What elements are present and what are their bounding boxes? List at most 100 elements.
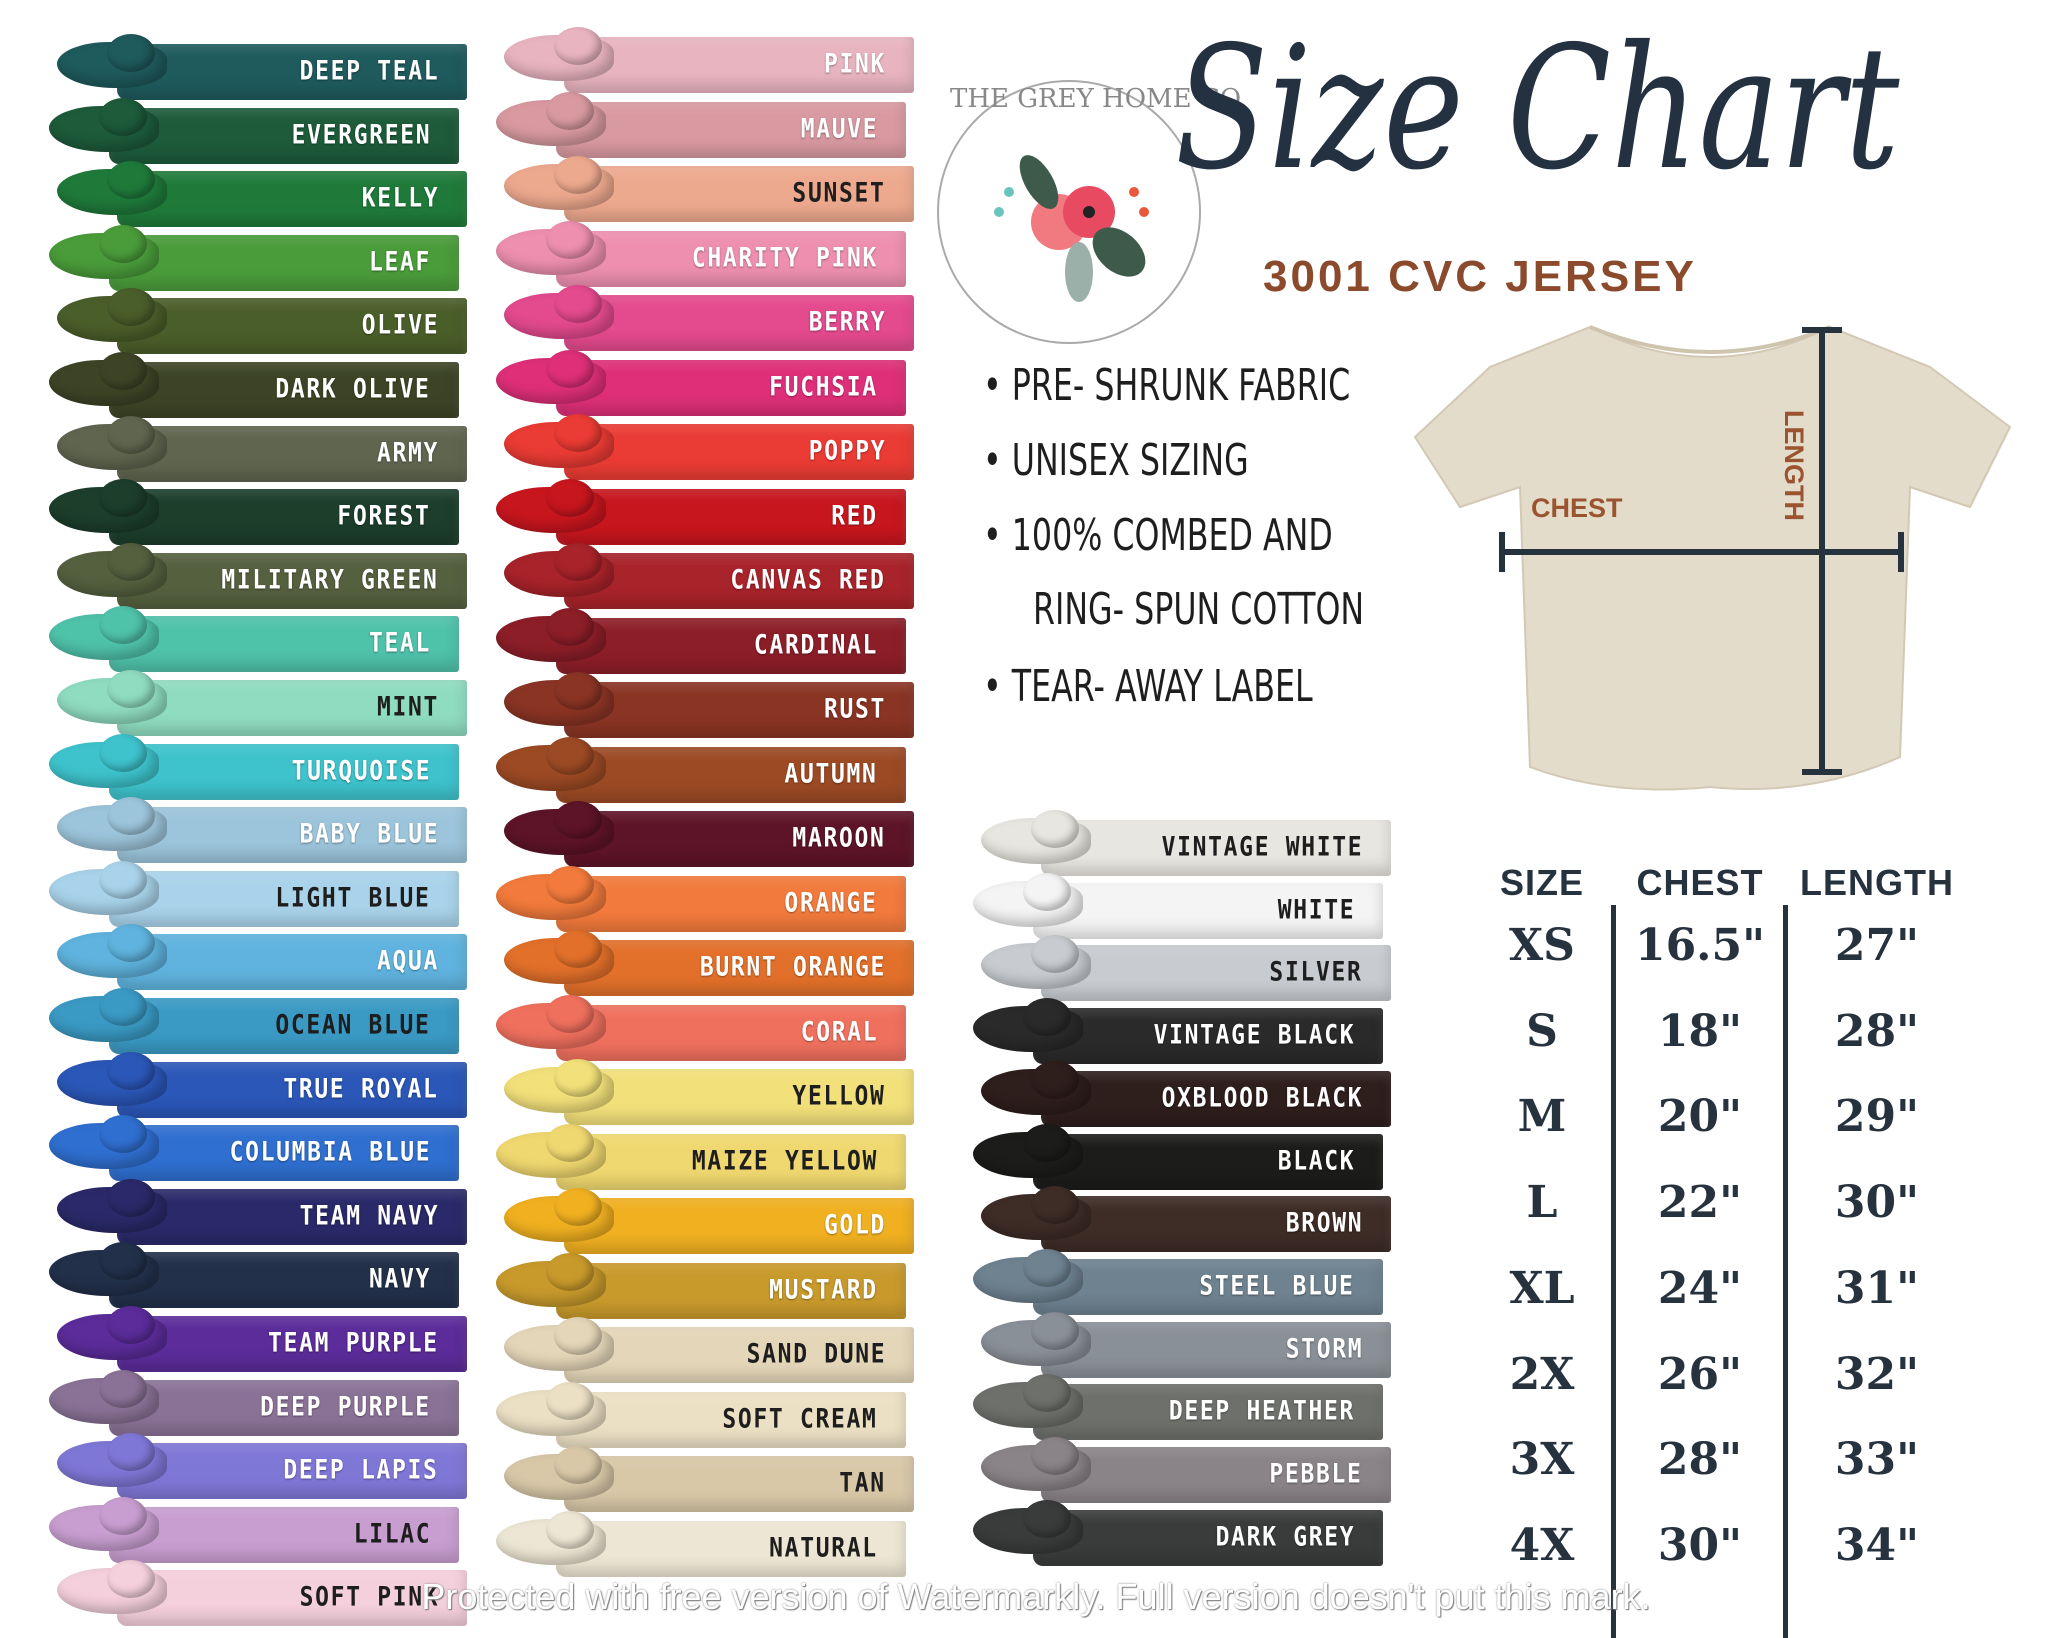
shirt-knot <box>546 865 594 904</box>
color-swatch: GOLD <box>504 1188 914 1258</box>
color-swatch: ARMY <box>57 415 467 486</box>
shirt-body <box>564 295 914 351</box>
shirt-body <box>109 998 459 1054</box>
length-cell: 34" <box>1834 1519 1920 1571</box>
color-swatch: BABY BLUE <box>57 797 467 867</box>
shirt-knot <box>554 156 602 194</box>
color-swatch: TRUE ROYAL <box>57 1051 467 1122</box>
shirt-body <box>1041 1321 1391 1378</box>
size-cell: M <box>1517 1091 1567 1143</box>
shirt-body <box>556 875 906 932</box>
shirt-knot <box>1031 1311 1079 1350</box>
shirt-knot <box>554 1188 602 1226</box>
brand-logo <box>937 80 1201 344</box>
color-swatch: CORAL <box>496 994 906 1065</box>
shirt-knot <box>107 1051 155 1090</box>
size-cell: 3X <box>1509 1434 1575 1486</box>
shirt-body <box>117 1443 467 1500</box>
color-name: WHITE <box>1277 894 1355 926</box>
shirt-knot <box>546 1381 594 1420</box>
color-name: OXBLOOD BLACK <box>1161 1082 1363 1114</box>
page-title: Size Chart <box>1175 10 1900 208</box>
color-swatch: DEEP PURPLE <box>49 1369 459 1440</box>
shirt-body <box>1041 1447 1391 1503</box>
color-swatch: ORANGE <box>496 865 906 936</box>
color-name: OLIVE <box>361 309 439 341</box>
color-swatch: MILITARY GREEN <box>57 542 467 613</box>
size-cell: XL <box>1509 1262 1575 1314</box>
shirt-body <box>117 171 467 228</box>
shirt-body <box>117 807 467 864</box>
color-swatch: MUSTARD <box>496 1252 906 1323</box>
shirt-body <box>117 44 467 100</box>
size-cell: 4X <box>1509 1519 1575 1571</box>
color-name: BLACK <box>1277 1145 1355 1176</box>
color-swatch: YELLOW <box>504 1059 914 1129</box>
color-name: SILVER <box>1269 956 1363 988</box>
shirt-body <box>556 1520 906 1577</box>
color-name: FOREST <box>337 500 431 532</box>
color-name: RED <box>831 500 878 531</box>
length-cell: 28" <box>1834 1005 1920 1057</box>
color-swatch: VINTAGE WHITE <box>981 810 1391 880</box>
color-name: TURQUOISE <box>291 755 431 787</box>
color-swatch: DEEP LAPIS <box>57 1433 467 1503</box>
color-swatch: COLUMBIA BLUE <box>49 1115 459 1185</box>
color-swatch: TEAL <box>49 606 459 676</box>
color-swatch: AUTUMN <box>496 736 906 807</box>
color-swatch: DARK OLIVE <box>49 352 459 422</box>
shirt-knot <box>107 924 155 963</box>
feature-text: RING- SPUN COTTON <box>1033 584 1365 635</box>
shirt-body <box>117 425 467 482</box>
shirt-body <box>117 1061 467 1118</box>
shirt-knot <box>107 288 155 327</box>
color-swatch: CANVAS RED <box>504 543 914 613</box>
color-name: SAND DUNE <box>746 1338 886 1370</box>
color-name: DEEP LAPIS <box>283 1454 439 1486</box>
shirt-body <box>1033 1509 1383 1566</box>
color-name: MILITARY GREEN <box>221 564 439 596</box>
tshirt-shape <box>1413 325 2012 791</box>
color-swatch: POPPY <box>504 414 914 484</box>
chest-cell: 30" <box>1657 1519 1743 1571</box>
color-swatch: MAUVE <box>496 91 906 162</box>
shirt-knot <box>99 1369 147 1408</box>
shirt-body <box>117 1570 467 1627</box>
feature-text: 100% COMBED AND <box>1011 510 1333 561</box>
color-swatch: MINT <box>57 670 467 740</box>
chest-measure-line <box>1499 532 1904 572</box>
shirt-body <box>564 682 914 738</box>
shirt-body <box>564 553 914 609</box>
length-measure-line <box>1802 327 1842 775</box>
color-name: LILAC <box>353 1518 431 1550</box>
watermark: Protected with free version of Watermark… <box>421 1576 1651 1617</box>
color-name: STORM <box>1285 1333 1363 1365</box>
shirt-body <box>117 298 467 355</box>
shirt-body <box>1033 882 1383 939</box>
shirt-body <box>556 1262 906 1319</box>
shirt-knot <box>554 1317 602 1355</box>
color-swatch: BLACK <box>973 1123 1383 1194</box>
color-name: TEAL <box>368 627 431 659</box>
shirt-knot <box>107 34 155 72</box>
column-divider <box>1611 905 1616 1638</box>
shirt-body <box>109 234 459 291</box>
shirt-body <box>564 940 914 996</box>
length-cell: 27" <box>1834 920 1920 971</box>
shirt-body <box>564 424 914 480</box>
color-name: MUSTARD <box>769 1274 878 1305</box>
feature-text: TEAR- AWAY LABEL <box>1011 661 1313 712</box>
shirt-knot <box>1031 1060 1079 1099</box>
color-name: LIGHT BLUE <box>275 882 431 914</box>
shirt-body <box>556 488 906 545</box>
color-swatch: DARK GREY <box>973 1499 1383 1570</box>
shirt-knot <box>107 670 155 708</box>
color-name: DEEP HEATHER <box>1168 1395 1355 1427</box>
color-swatch: AQUA <box>57 924 467 994</box>
color-name: GOLD <box>823 1209 886 1241</box>
color-swatch: STORM <box>981 1311 1391 1382</box>
shirt-knot <box>546 607 594 646</box>
color-name: SOFT PINK <box>299 1581 439 1613</box>
shirt-knot <box>99 733 147 772</box>
chest-label: CHEST <box>1531 493 1623 523</box>
